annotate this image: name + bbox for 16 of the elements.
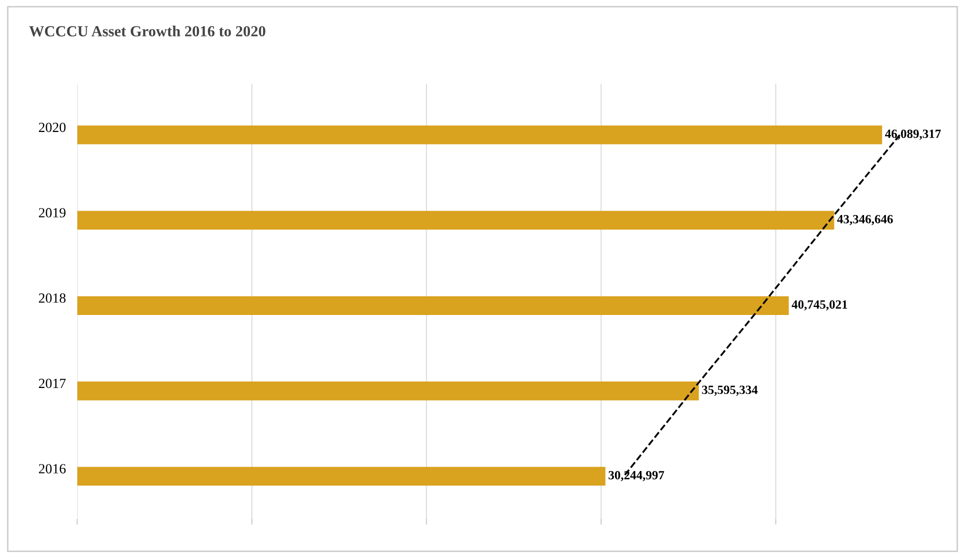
y-tick-label: 2018 xyxy=(38,293,66,303)
y-tick-label: 2020 xyxy=(38,122,66,132)
bar xyxy=(77,210,834,230)
bar xyxy=(77,382,699,400)
data-label: 43,346,646 xyxy=(837,214,893,226)
data-label: 40,745,021 xyxy=(792,300,848,311)
bar xyxy=(77,296,789,315)
data-label: 35,595,334 xyxy=(702,386,758,396)
y-tick-label: 2019 xyxy=(38,208,66,218)
chart-title: WCCCU Asset Growth 2016 to 2020 xyxy=(29,26,266,36)
data-label: 46,089,317 xyxy=(885,130,941,140)
bar xyxy=(77,466,606,486)
y-tick-label: 2016 xyxy=(38,464,66,474)
bar xyxy=(77,126,882,144)
y-tick-label: 2017 xyxy=(38,378,66,388)
data-label: 30,244,997 xyxy=(608,470,664,482)
